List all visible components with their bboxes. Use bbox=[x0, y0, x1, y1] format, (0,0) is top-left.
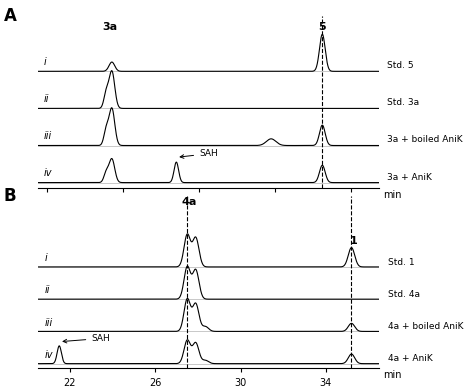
Text: Std. 4a: Std. 4a bbox=[388, 290, 420, 299]
Text: iii: iii bbox=[45, 318, 53, 328]
Text: min: min bbox=[383, 370, 402, 380]
Text: 4a + boiled AniK: 4a + boiled AniK bbox=[388, 322, 463, 331]
Text: i: i bbox=[45, 253, 47, 263]
Text: ii: ii bbox=[45, 285, 50, 295]
Text: SAH: SAH bbox=[180, 149, 218, 158]
Text: B: B bbox=[4, 187, 17, 205]
Text: A: A bbox=[4, 7, 17, 25]
Text: SAH: SAH bbox=[63, 334, 110, 343]
Text: 4a + AniK: 4a + AniK bbox=[388, 354, 432, 363]
Text: iv: iv bbox=[44, 168, 52, 178]
Text: 3a: 3a bbox=[102, 22, 118, 33]
Text: i: i bbox=[44, 57, 46, 67]
Text: 1: 1 bbox=[350, 236, 357, 246]
Text: Std. 3a: Std. 3a bbox=[387, 98, 419, 107]
Text: Std. 5: Std. 5 bbox=[387, 61, 413, 70]
Text: min: min bbox=[383, 190, 401, 200]
Text: 3a + AniK: 3a + AniK bbox=[387, 172, 432, 181]
Text: ii: ii bbox=[44, 94, 49, 104]
Text: 3a + boiled AniK: 3a + boiled AniK bbox=[387, 136, 463, 144]
Text: 5: 5 bbox=[319, 22, 326, 32]
Text: 4a: 4a bbox=[182, 197, 197, 207]
Text: iii: iii bbox=[44, 131, 52, 141]
Text: iv: iv bbox=[45, 350, 53, 360]
Text: Std. 1: Std. 1 bbox=[388, 258, 414, 267]
